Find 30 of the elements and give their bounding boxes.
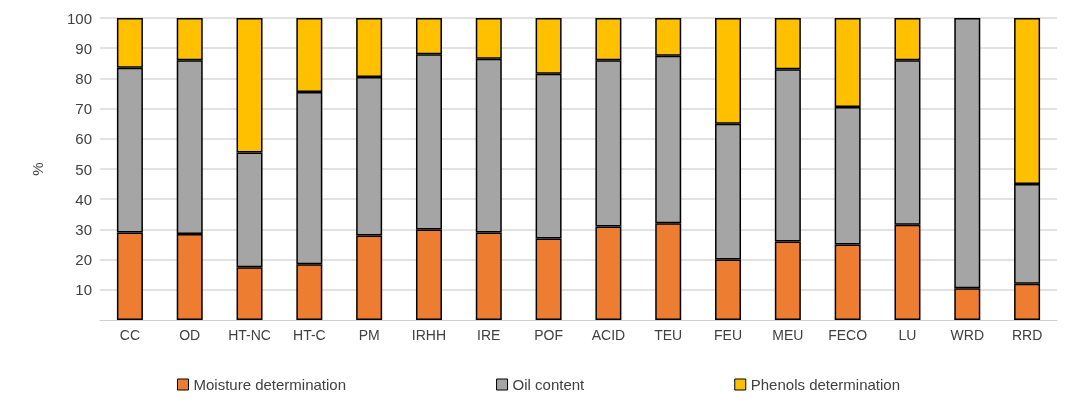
- y-axis-title: %: [29, 162, 46, 176]
- y-tick-label: 40: [75, 190, 92, 208]
- y-tick-label: 50: [75, 160, 92, 178]
- y-tick-label: 60: [75, 130, 92, 148]
- x-tick-label: OD: [179, 327, 201, 343]
- x-tick-label: TEU: [654, 327, 683, 343]
- legend-label: Oil content: [512, 376, 586, 393]
- y-tick-label: 10: [75, 281, 92, 299]
- legend-label: Moisture determination: [193, 376, 347, 393]
- x-tick-label: RRD: [1011, 327, 1043, 343]
- y-tick-label: 80: [75, 69, 92, 87]
- x-tick-label: CC: [119, 327, 141, 343]
- x-tick-label: FECO: [828, 327, 868, 343]
- x-tick-label: ACID: [591, 327, 626, 343]
- x-tick-label: IRHH: [411, 327, 447, 343]
- x-tick-label: FEU: [714, 327, 743, 343]
- x-tick-label: WRD: [950, 327, 984, 343]
- x-tick-label: IRE: [477, 327, 501, 343]
- y-tick-label: 90: [75, 39, 92, 57]
- x-tick-label: PM: [358, 327, 380, 343]
- y-tick-label: 70: [75, 100, 92, 118]
- y-tick-label: 20: [75, 251, 92, 269]
- x-tick-label: POF: [534, 327, 563, 343]
- x-tick-label: HT-C: [293, 327, 326, 343]
- x-tick-label: LU: [898, 327, 917, 343]
- y-tick-label: 100: [66, 9, 92, 27]
- legend-label: Phenols determination: [750, 376, 901, 393]
- y-tick-label: 30: [75, 220, 92, 238]
- x-tick-label: MEU: [772, 327, 804, 343]
- x-tick-label: HT-NC: [228, 327, 271, 343]
